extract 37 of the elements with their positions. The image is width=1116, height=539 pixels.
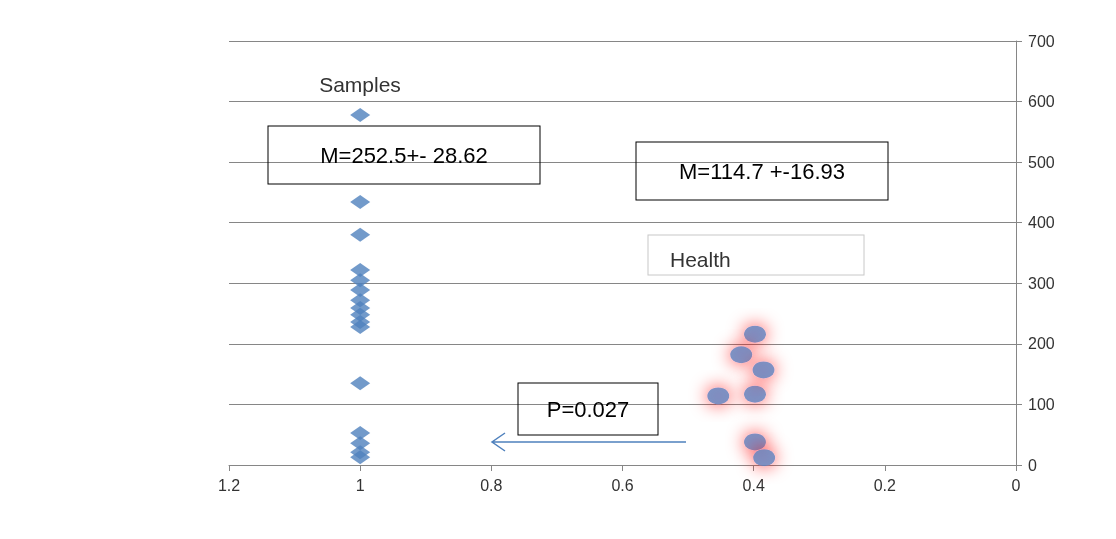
point	[752, 361, 775, 379]
point	[350, 450, 371, 465]
y-tick-label: 400	[1028, 214, 1055, 232]
point	[350, 425, 371, 440]
point	[350, 195, 371, 210]
point	[350, 319, 371, 334]
point	[350, 273, 371, 288]
text: Health	[670, 247, 731, 271]
y-tick-label: 0	[1028, 456, 1037, 474]
annotation: P=0.027	[546, 396, 630, 422]
point	[744, 433, 766, 451]
x-tick-label: 1.2	[217, 476, 241, 494]
x-tick-label: 1	[355, 476, 365, 494]
x-tick-label: 0.2	[873, 476, 897, 494]
x-tick-label: 0.8	[480, 476, 503, 494]
point	[744, 325, 766, 343]
y-tick-label: 100	[1028, 395, 1055, 413]
point	[350, 262, 371, 277]
annotation: M=114.7 +-16.93	[679, 158, 845, 184]
point	[350, 227, 371, 242]
x-tick-label: 0	[1011, 476, 1021, 494]
x-tick-label: 0.6	[611, 476, 634, 494]
y-tick-label: 700	[1028, 32, 1055, 50]
series-label: Samples	[319, 72, 401, 96]
point	[707, 387, 730, 405]
annotation: M=252.5+- 28.62	[320, 142, 488, 168]
y-tick-label: 200	[1028, 335, 1055, 353]
point	[350, 376, 371, 391]
x-tick-label: 0.4	[742, 476, 765, 494]
y-tick-label: 300	[1028, 274, 1055, 292]
y-tick-label: 600	[1028, 93, 1055, 111]
point	[730, 346, 753, 364]
point	[744, 385, 766, 403]
point	[350, 282, 371, 297]
point	[350, 107, 371, 122]
point	[753, 449, 776, 467]
y-tick-label: 500	[1028, 153, 1055, 171]
